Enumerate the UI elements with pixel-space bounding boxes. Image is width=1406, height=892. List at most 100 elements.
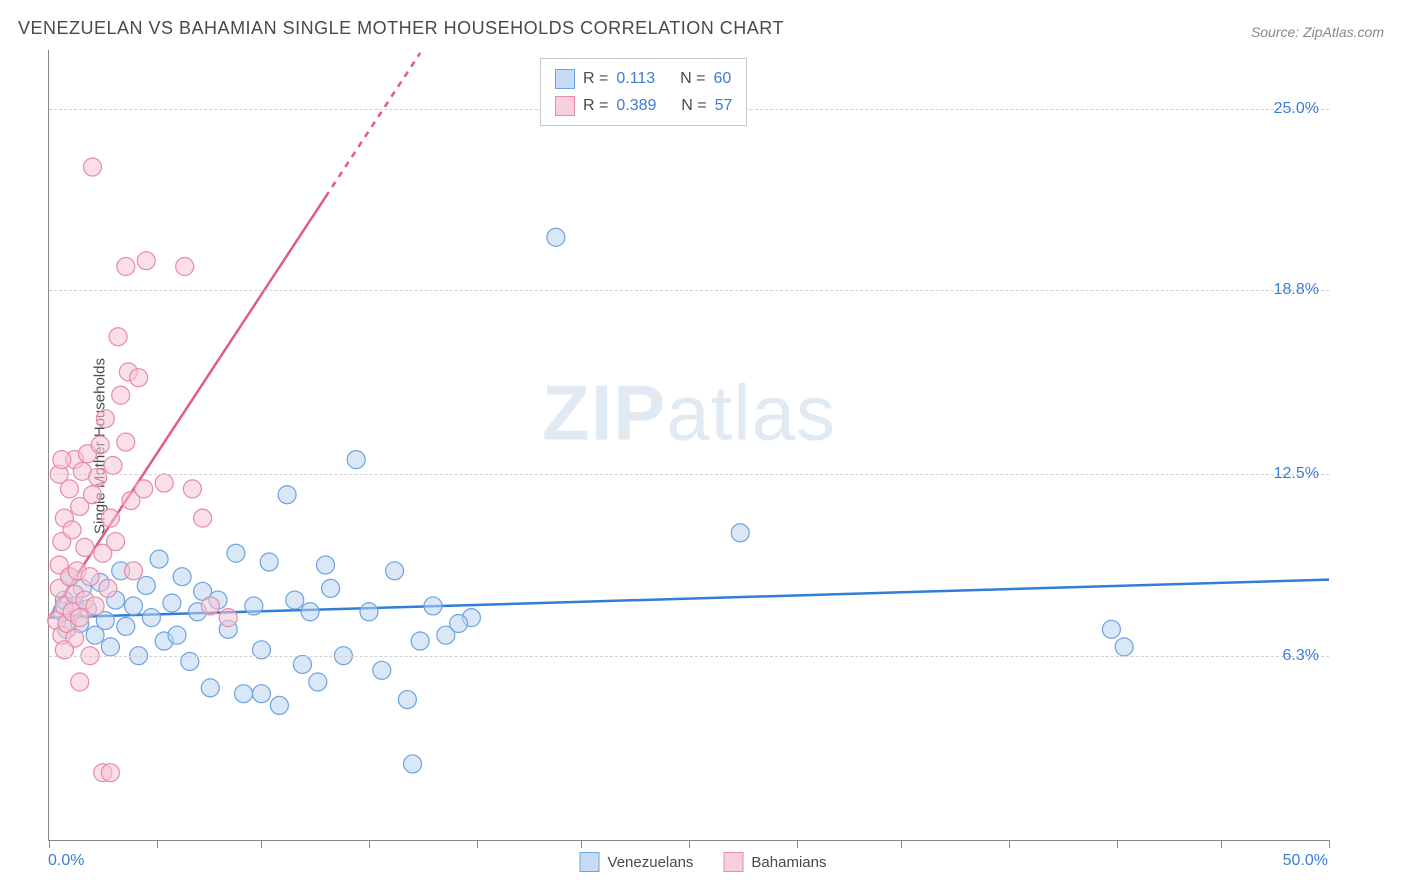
data-point	[245, 597, 263, 615]
data-point	[424, 597, 442, 615]
x-tick	[1221, 840, 1222, 848]
data-point	[71, 673, 89, 691]
data-point	[101, 509, 119, 527]
chart-title: VENEZUELAN VS BAHAMIAN SINGLE MOTHER HOU…	[18, 18, 784, 39]
x-tick	[1009, 840, 1010, 848]
data-point	[173, 568, 191, 586]
n-value: 57	[715, 92, 733, 119]
data-point	[112, 386, 130, 404]
data-point	[163, 594, 181, 612]
data-point	[450, 614, 468, 632]
data-point	[1115, 638, 1133, 656]
data-point	[278, 486, 296, 504]
data-point	[301, 603, 319, 621]
data-point	[130, 369, 148, 387]
legend-item-venezuelans: Venezuelans	[580, 852, 694, 872]
x-tick	[689, 840, 690, 848]
source-attribution: Source: ZipAtlas.com	[1251, 24, 1384, 40]
data-point	[201, 679, 219, 697]
data-point	[137, 576, 155, 594]
r-value: 0.389	[616, 92, 656, 119]
data-point	[360, 603, 378, 621]
stats-swatch-blue	[555, 69, 575, 89]
y-tick-label: 18.8%	[1274, 281, 1319, 299]
data-point	[398, 691, 416, 709]
data-point	[176, 258, 194, 276]
stats-row-venezuelans: R = 0.113 N = 60	[555, 65, 732, 92]
y-tick-label: 25.0%	[1274, 100, 1319, 118]
legend-label: Bahamians	[751, 854, 826, 871]
x-tick	[901, 840, 902, 848]
data-point	[227, 544, 245, 562]
data-point	[99, 579, 117, 597]
data-point	[201, 597, 219, 615]
x-tick	[157, 840, 158, 848]
data-point	[76, 538, 94, 556]
x-tick	[581, 840, 582, 848]
data-point	[194, 509, 212, 527]
data-point	[89, 468, 107, 486]
data-point	[81, 568, 99, 586]
r-value: 0.113	[616, 65, 655, 92]
legend-label: Venezuelans	[608, 854, 694, 871]
data-point	[124, 597, 142, 615]
y-tick-label: 6.3%	[1283, 647, 1319, 665]
data-point	[96, 410, 114, 428]
data-point	[260, 553, 278, 571]
data-point	[63, 521, 81, 539]
data-point	[309, 673, 327, 691]
data-point	[168, 626, 186, 644]
gridline	[49, 656, 1329, 657]
data-point	[86, 597, 104, 615]
data-point	[322, 579, 340, 597]
data-point	[293, 655, 311, 673]
x-tick	[49, 840, 50, 848]
data-point	[183, 480, 201, 498]
gridline	[49, 290, 1329, 291]
data-point	[155, 474, 173, 492]
stats-row-bahamians: R = 0.389 N = 57	[555, 92, 732, 119]
x-tick	[797, 840, 798, 848]
n-value: 60	[713, 65, 731, 92]
data-point	[252, 685, 270, 703]
stats-swatch-pink	[555, 96, 575, 116]
data-point	[1102, 620, 1120, 638]
data-point	[411, 632, 429, 650]
x-tick	[1117, 840, 1118, 848]
data-point	[71, 609, 89, 627]
x-axis-max-label: 50.0%	[1283, 852, 1328, 870]
data-point	[137, 252, 155, 270]
data-point	[109, 328, 127, 346]
data-point	[53, 451, 71, 469]
data-point	[117, 433, 135, 451]
data-point	[547, 228, 565, 246]
x-axis-min-label: 0.0%	[48, 852, 84, 870]
data-point	[117, 258, 135, 276]
stats-box: R = 0.113 N = 60 R = 0.389 N = 57	[540, 58, 747, 126]
legend-swatch-blue	[580, 852, 600, 872]
data-point	[84, 486, 102, 504]
y-tick-label: 12.5%	[1274, 465, 1319, 483]
data-point	[101, 764, 119, 782]
data-point	[404, 755, 422, 773]
data-point	[107, 533, 125, 551]
data-point	[347, 451, 365, 469]
data-point	[91, 436, 109, 454]
plot-area: ZIPatlas 6.3%12.5%18.8%25.0%	[48, 50, 1329, 841]
gridline	[49, 474, 1329, 475]
data-point	[386, 562, 404, 580]
data-point	[104, 456, 122, 474]
x-tick	[1329, 840, 1330, 848]
data-point	[219, 609, 237, 627]
legend-item-bahamians: Bahamians	[723, 852, 826, 872]
x-tick	[369, 840, 370, 848]
data-point	[84, 158, 102, 176]
legend-swatch-pink	[723, 852, 743, 872]
data-point	[235, 685, 253, 703]
data-point	[150, 550, 168, 568]
data-point	[142, 609, 160, 627]
data-point	[731, 524, 749, 542]
legend-bottom: Venezuelans Bahamians	[580, 852, 827, 872]
data-point	[101, 638, 119, 656]
data-point	[135, 480, 153, 498]
